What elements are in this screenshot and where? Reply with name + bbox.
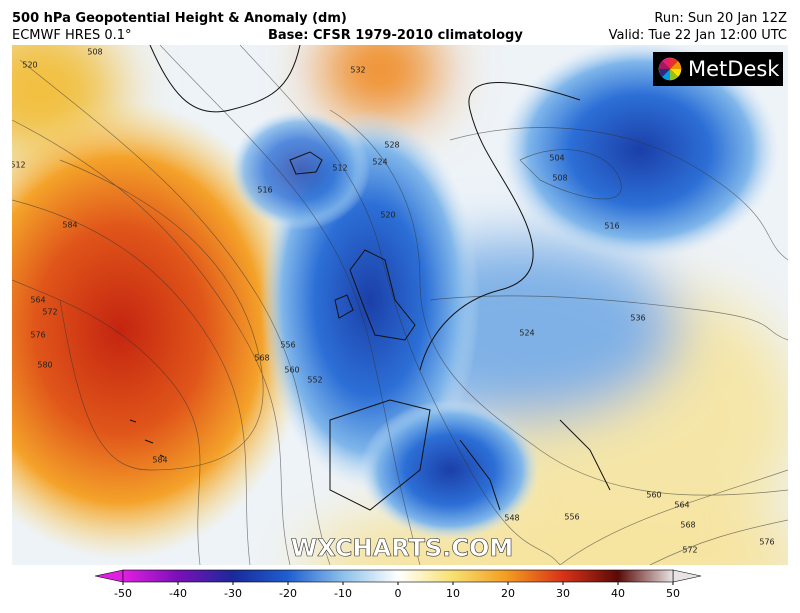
ridge-anomaly xyxy=(12,100,310,560)
trough-anomaly xyxy=(230,110,370,230)
contour-label: 568 xyxy=(254,354,269,363)
low-anomaly xyxy=(500,45,780,260)
colorbar: -50 -40 -30 -20 -10 0 10 20 30 40 50 xyxy=(94,569,702,600)
contour-label: 508 xyxy=(552,174,567,183)
contour-label: 572 xyxy=(42,308,57,317)
contour-label: 564 xyxy=(674,501,689,510)
colorbar-tick-label: -50 xyxy=(114,587,132,600)
watermark: WXCHARTS.COM xyxy=(291,534,513,562)
contour-label: 580 xyxy=(37,361,52,370)
colorbar-arrow-right xyxy=(672,569,702,583)
contour-label: 536 xyxy=(630,314,645,323)
contour-label: 508 xyxy=(87,48,102,57)
contour-label: 584 xyxy=(152,456,167,465)
contour-label: 528 xyxy=(384,141,399,150)
colorbar-tick-label: -20 xyxy=(279,587,297,600)
model: ECMWF HRES 0.1° xyxy=(12,28,132,43)
logo-text: MetDesk xyxy=(688,57,780,81)
contour-label: 512 xyxy=(332,164,347,173)
contour-label: 548 xyxy=(504,514,519,523)
colorbar-scale xyxy=(122,569,674,583)
contour-label: 512 xyxy=(10,161,25,170)
contour-labels: 520 508 512 584 564 572 576 580 584 568 556 560 552 5… xyxy=(10,48,775,555)
colorbar-tick-label: -40 xyxy=(169,587,187,600)
title: 500 hPa Geopotential Height & Anomaly (d… xyxy=(12,11,347,26)
contour-label: 564 xyxy=(30,296,45,305)
valid: Valid: Tue 22 Jan 12:00 UTC xyxy=(609,28,787,43)
colorbar-tick-label: 50 xyxy=(666,587,680,600)
colorbar-tick-label: -30 xyxy=(224,587,242,600)
contour-label: 524 xyxy=(372,158,387,167)
contour-label: 572 xyxy=(682,546,697,555)
contour-label: 556 xyxy=(280,341,295,350)
colorbar-tick-label: 30 xyxy=(556,587,570,600)
base: Base: CFSR 1979-2010 climatology xyxy=(268,28,523,43)
map-area: 520 508 512 584 564 572 576 580 584 568 556 560 552 5… xyxy=(10,45,788,565)
colorbar-arrow-left xyxy=(94,569,124,583)
run: Run: Sun 20 Jan 12Z xyxy=(654,11,787,26)
colorbar-tick-label: 20 xyxy=(501,587,515,600)
contour-label: 520 xyxy=(22,61,37,70)
contour-label: 560 xyxy=(646,491,661,500)
contour-label: 516 xyxy=(604,222,619,231)
contour-label: 552 xyxy=(307,376,322,385)
logo-icon xyxy=(658,57,682,81)
coastlines xyxy=(129,45,611,511)
contour-label: 516 xyxy=(257,186,272,195)
contour-label: 556 xyxy=(564,513,579,522)
colorbar-tick-label: 10 xyxy=(446,587,460,600)
contour-label: 576 xyxy=(759,538,774,547)
contour-label: 568 xyxy=(680,521,695,530)
colorbar-tick-label: 0 xyxy=(395,587,402,600)
contours xyxy=(12,45,788,565)
contour-label: 520 xyxy=(380,211,395,220)
colorbar-tick-label: 40 xyxy=(611,587,625,600)
contour-label: 560 xyxy=(284,366,299,375)
contour-label: 504 xyxy=(549,154,564,163)
contour-label: 576 xyxy=(30,331,45,340)
contour-label: 584 xyxy=(62,221,77,230)
colorbar-tick-label: -10 xyxy=(334,587,352,600)
contour-label: 524 xyxy=(519,329,534,338)
contour-label: 532 xyxy=(350,66,365,75)
